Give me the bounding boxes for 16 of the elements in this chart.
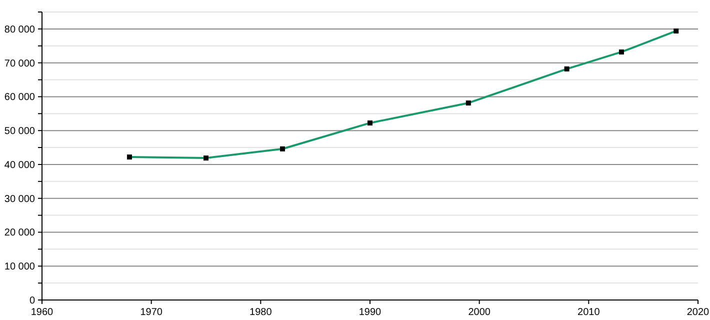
x-tick-label: 2000: [468, 307, 491, 318]
x-tick-label: 1990: [358, 307, 382, 318]
x-tick-label: 2010: [578, 307, 600, 318]
y-tick-label: 80 000: [4, 24, 36, 36]
x-tick-label: 2020: [686, 307, 710, 318]
y-tick-label: 0: [29, 296, 36, 306]
x-tick-label: 1970: [140, 307, 163, 318]
y-tick-label: 70 000: [4, 58, 36, 70]
y-tick-label: 20 000: [4, 228, 36, 239]
y-tick-label: 40 000: [4, 160, 36, 171]
y-tick-label: 60 000: [4, 92, 36, 104]
x-tick-label: 1980: [250, 307, 272, 318]
y-tick-label: 10 000: [4, 262, 36, 273]
y-tick-label: 50 000: [4, 126, 36, 138]
x-tick-label: 1960: [30, 307, 54, 318]
y-tick-label: 30 000: [4, 194, 36, 205]
